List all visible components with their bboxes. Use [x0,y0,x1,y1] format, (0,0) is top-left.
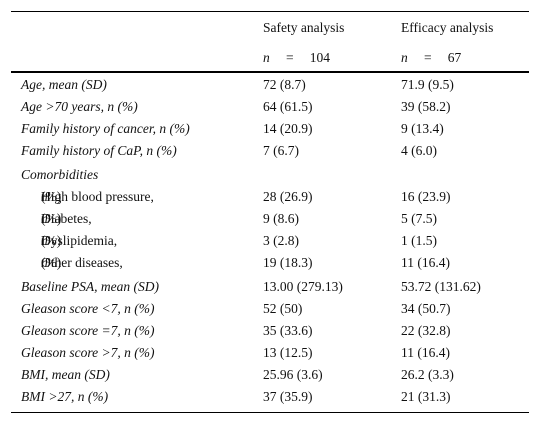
table-bottom-rule [11,412,529,413]
table-row: BMI, mean (SD) 25.96 (3.6) 26.2 (3.3) [11,367,529,389]
row-label: Baseline PSA, mean (SD) [21,279,159,294]
efficacy-value: 11 (16.4) [401,345,450,360]
efficacy-value: 4 (6.0) [401,143,437,158]
table-row: Family history of CaP, n (%) 7 (6.7) 4 (… [11,143,529,165]
row-label-n: n [41,189,48,204]
row-label-tail: (%) [41,189,62,204]
efficacy-value: 21 (31.3) [401,389,451,404]
table-row: Dyslipidemia, n (%) 3 (2.8) 1 (1.5) [11,233,529,255]
safety-value: 37 (35.9) [263,389,313,404]
row-label: Gleason score <7, n (%) [21,301,155,316]
safety-value: 19 (18.3) [263,255,313,270]
efficacy-value: 71.9 (9.5) [401,77,454,92]
row-label: BMI, mean (SD) [21,367,110,382]
row-label-main: Other diseases, [41,255,123,270]
safety-sample-size: n = 104 [263,50,330,66]
table-row: Comorbidities [11,167,529,189]
row-label: Comorbidities [21,167,99,182]
column-header-safety: Safety analysis [263,20,345,35]
row-label-tail: (%) [41,233,62,248]
efficacy-value: 5 (7.5) [401,211,437,226]
table-row: Age >70 years, n (%) 64 (61.5) 39 (58.2) [11,99,529,121]
safety-value: 64 (61.5) [263,99,313,114]
n-symbol: n [401,50,408,65]
row-label-tail: (%) [41,255,62,270]
efficacy-value: 53.72 (131.62) [401,279,481,294]
row-label-n: n [41,255,48,270]
efficacy-value: 26.2 (3.3) [401,367,454,382]
safety-value: 13.00 (279.13) [263,279,343,294]
table-header-rule [11,71,529,73]
row-label: Gleason score =7, n (%) [21,323,155,338]
safety-value: 13 (12.5) [263,345,313,360]
efficacy-sample-size: n = 67 [401,50,461,66]
equals-sign: = [285,50,294,65]
safety-value: 9 (8.6) [263,211,299,226]
safety-value: 14 (20.9) [263,121,313,136]
row-label-main: Diabetes, [41,211,92,226]
row-label-main: High blood pressure, [41,189,154,204]
safety-value: 28 (26.9) [263,189,313,204]
table-row: Baseline PSA, mean (SD) 13.00 (279.13) 5… [11,279,529,301]
column-header-efficacy: Efficacy analysis [401,20,494,35]
table-row: Family history of cancer, n (%) 14 (20.9… [11,121,529,143]
row-label-n: n [41,211,48,226]
row-label: Age, mean (SD) [21,77,107,92]
safety-n-value: 104 [309,50,330,65]
efficacy-value: 22 (32.8) [401,323,451,338]
efficacy-value: 34 (50.7) [401,301,451,316]
efficacy-value: 1 (1.5) [401,233,437,248]
row-label-main: Dyslipidemia, [41,233,118,248]
row-label: Age >70 years, n (%) [21,99,138,114]
table-row: Gleason score >7, n (%) 13 (12.5) 11 (16… [11,345,529,367]
row-label: Family history of CaP, n (%) [21,143,177,158]
table-row: High blood pressure, n (%) 28 (26.9) 16 … [11,189,529,211]
row-label: Gleason score >7, n (%) [21,345,155,360]
row-label-tail: (%) [41,211,62,226]
table-row: Gleason score =7, n (%) 35 (33.6) 22 (32… [11,323,529,345]
safety-value: 7 (6.7) [263,143,299,158]
table-top-rule [11,11,529,12]
equals-sign: = [423,50,432,65]
safety-value: 25.96 (3.6) [263,367,323,382]
safety-value: 3 (2.8) [263,233,299,248]
row-label-n: n [41,233,48,248]
table-row: Diabetes, n (%) 9 (8.6) 5 (7.5) [11,211,529,233]
table-row: Age, mean (SD) 72 (8.7) 71.9 (9.5) [11,77,529,99]
n-symbol: n [263,50,270,65]
efficacy-value: 16 (23.9) [401,189,451,204]
safety-value: 35 (33.6) [263,323,313,338]
row-label: Family history of cancer, n (%) [21,121,190,136]
table-row: BMI >27, n (%) 37 (35.9) 21 (31.3) [11,389,529,411]
efficacy-value: 39 (58.2) [401,99,451,114]
table-row: Other diseases, n (%) 19 (18.3) 11 (16.4… [11,255,529,277]
table-row: Gleason score <7, n (%) 52 (50) 34 (50.7… [11,301,529,323]
safety-value: 52 (50) [263,301,303,316]
safety-value: 72 (8.7) [263,77,306,92]
efficacy-value: 9 (13.4) [401,121,444,136]
efficacy-value: 11 (16.4) [401,255,450,270]
row-label: BMI >27, n (%) [21,389,109,404]
efficacy-n-value: 67 [447,50,462,65]
